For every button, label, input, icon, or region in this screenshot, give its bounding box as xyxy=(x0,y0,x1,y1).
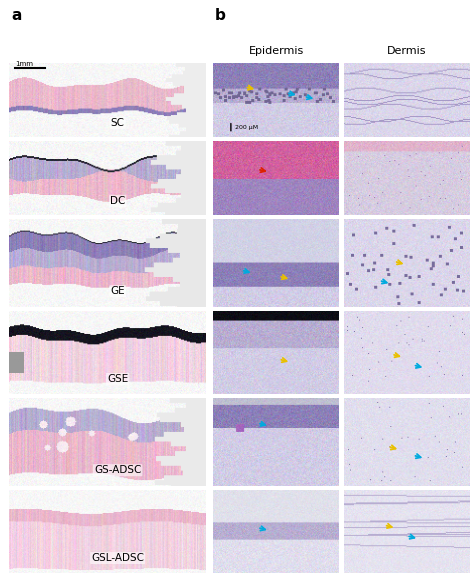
Text: DC: DC xyxy=(110,196,125,206)
Text: a: a xyxy=(11,8,22,23)
Text: 200 μM: 200 μM xyxy=(235,125,258,130)
Text: Epidermis: Epidermis xyxy=(248,46,304,56)
Text: GS-ADSC: GS-ADSC xyxy=(94,465,141,475)
Text: GE: GE xyxy=(110,286,125,296)
Text: Dermis: Dermis xyxy=(387,46,426,56)
Text: b: b xyxy=(215,8,226,23)
Text: 1mm: 1mm xyxy=(15,61,33,67)
Text: SC: SC xyxy=(110,118,125,128)
Text: GSL-ADSC: GSL-ADSC xyxy=(91,553,144,563)
Text: GSE: GSE xyxy=(107,374,128,384)
